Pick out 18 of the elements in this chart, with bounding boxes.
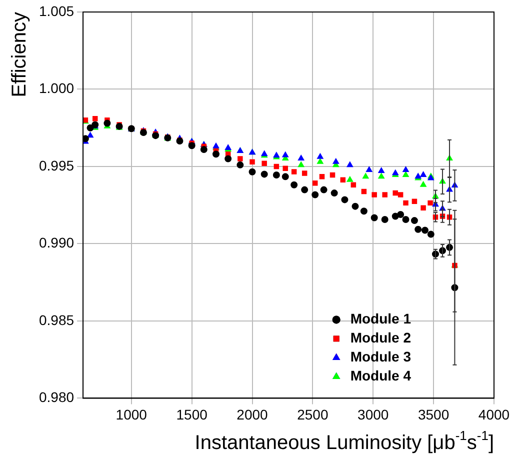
legend-label: Module 3 bbox=[350, 348, 412, 365]
legend-label: Module 1 bbox=[350, 310, 412, 327]
legend-label: Module 2 bbox=[350, 330, 412, 346]
y-tick-label: 0.990 bbox=[38, 234, 74, 251]
x-tick-label: 1500 bbox=[176, 406, 208, 422]
x-tick-label: 2500 bbox=[297, 406, 328, 422]
x-tick-label: 3000 bbox=[358, 406, 389, 422]
x-tick-label: 3500 bbox=[418, 406, 450, 422]
x-tick-label: 2000 bbox=[236, 406, 268, 422]
legend-label: Module 4 bbox=[350, 368, 412, 384]
y-tick-label: 0.985 bbox=[38, 312, 74, 328]
y-axis-title: Efficiency bbox=[8, 12, 31, 98]
x-tick-label: 4000 bbox=[478, 406, 510, 422]
y-tick-label: 1.005 bbox=[38, 2, 74, 19]
y-tick-label: 0.995 bbox=[38, 157, 74, 174]
y-tick-label: 1.000 bbox=[38, 80, 74, 96]
y-tick-label: 0.980 bbox=[38, 389, 74, 406]
x-tick-label: 1000 bbox=[116, 406, 148, 422]
